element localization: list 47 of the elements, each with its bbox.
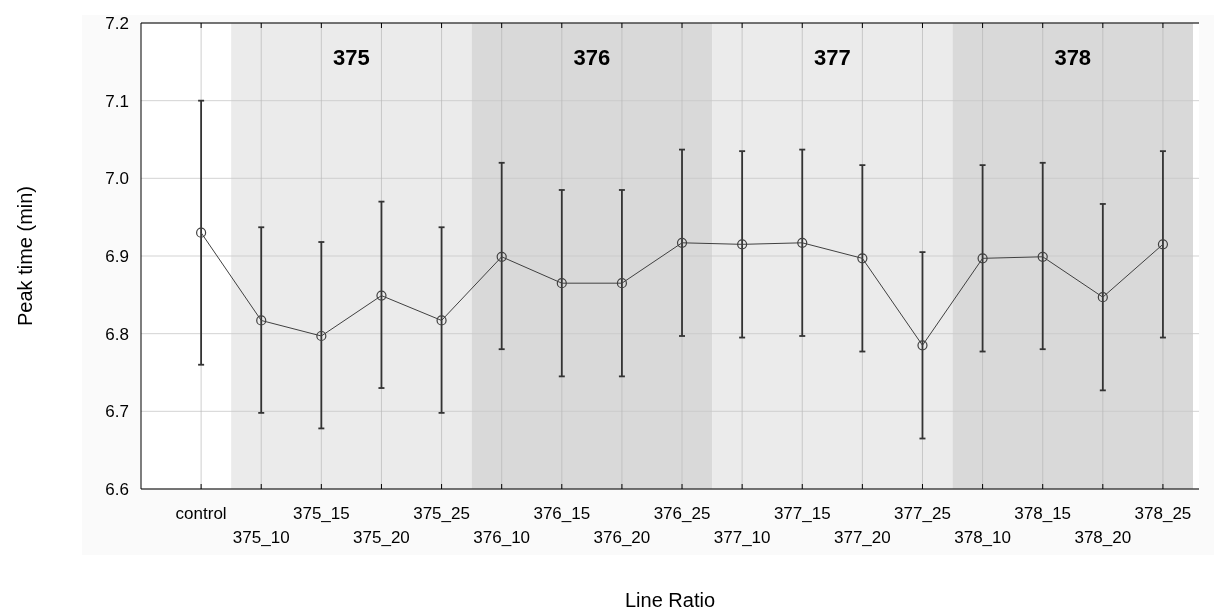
point <box>616 278 628 289</box>
band-label: 376 <box>573 45 611 70</box>
point <box>436 315 447 326</box>
y-tick-label: 6.8 <box>105 324 129 344</box>
point <box>797 237 808 248</box>
y-axis-title: Peak time (min) <box>14 185 36 327</box>
x-tick-label: 375_10 <box>232 528 290 547</box>
x-tick-label: 375_25 <box>413 504 470 523</box>
x-tick-label: 376_20 <box>593 528 651 547</box>
x-tick-label: 378_20 <box>1074 528 1132 547</box>
point <box>977 253 988 264</box>
point <box>676 237 688 248</box>
point <box>496 251 507 262</box>
x-tick-label: 375_15 <box>292 504 350 523</box>
point <box>376 290 387 301</box>
point <box>556 278 567 289</box>
point <box>857 253 868 264</box>
x-tick-label: 378_10 <box>954 528 1011 547</box>
band-label: 378 <box>1054 45 1092 70</box>
x-tick-label: 377_10 <box>713 528 771 547</box>
point <box>1037 251 1048 262</box>
point <box>256 315 267 326</box>
x-tick-label: 377_15 <box>773 504 831 523</box>
x-tick-label: 377_25 <box>894 504 951 523</box>
point <box>1157 239 1169 250</box>
y-tick-label: 6.6 <box>105 479 129 499</box>
x-tick-label: 378_25 <box>1134 504 1192 523</box>
y-tick-label: 7.2 <box>105 13 129 33</box>
y-tick-label: 6.9 <box>105 246 129 266</box>
x-tick-label: 376_15 <box>533 504 591 523</box>
x-tick-label: 376_10 <box>473 528 531 547</box>
point <box>316 330 327 342</box>
point <box>196 227 207 238</box>
y-tick-label: 7.1 <box>105 91 129 111</box>
point <box>1097 292 1108 303</box>
point <box>737 239 748 250</box>
x-axis-title: Line Ratio <box>624 589 716 611</box>
x-tick-label: 375_20 <box>353 528 410 547</box>
y-tick-label: 7.0 <box>105 169 129 189</box>
point <box>917 340 928 351</box>
x-tick-label: control <box>175 504 227 523</box>
y-tick-label: 6.7 <box>105 402 129 422</box>
band-label: 377 <box>813 45 851 70</box>
x-tick-label: 378_15 <box>1014 504 1072 523</box>
x-tick-label: 377_20 <box>834 528 891 547</box>
x-tick-label: 376_25 <box>653 504 711 523</box>
band-label: 375 <box>333 45 370 70</box>
